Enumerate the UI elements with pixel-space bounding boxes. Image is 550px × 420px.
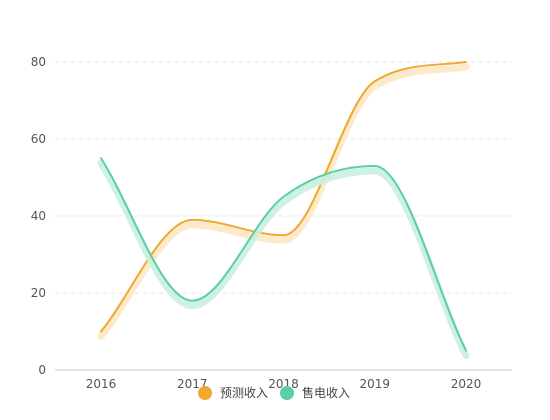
x-tick-label: 2016 [86, 377, 117, 391]
series-line-shadow [97, 159, 470, 360]
legend-label: 售电收入 [302, 385, 350, 400]
legend-marker-icon [280, 386, 294, 400]
y-tick-label: 40 [31, 209, 46, 223]
series-line-1[interactable] [100, 61, 467, 333]
y-tick-label: 80 [31, 55, 46, 69]
x-tick-label: 2019 [359, 377, 390, 391]
grid-lines [55, 61, 512, 294]
series-lines [97, 61, 470, 360]
y-tick-label: 0 [38, 363, 46, 377]
legend-marker-icon [198, 386, 212, 400]
legend[interactable]: 预测收入 售电收入 [198, 385, 350, 400]
legend-item[interactable]: 售电收入 [280, 385, 350, 400]
x-tick-label: 2017 [177, 377, 208, 391]
series-line-2[interactable] [100, 157, 467, 352]
y-tick-label: 60 [31, 132, 46, 146]
series-line-shadow [97, 63, 470, 340]
legend-item[interactable]: 预测收入 [198, 386, 268, 400]
x-tick-label: 2020 [451, 377, 482, 391]
legend-label: 预测收入 [220, 386, 268, 400]
y-tick-label: 20 [31, 286, 46, 300]
